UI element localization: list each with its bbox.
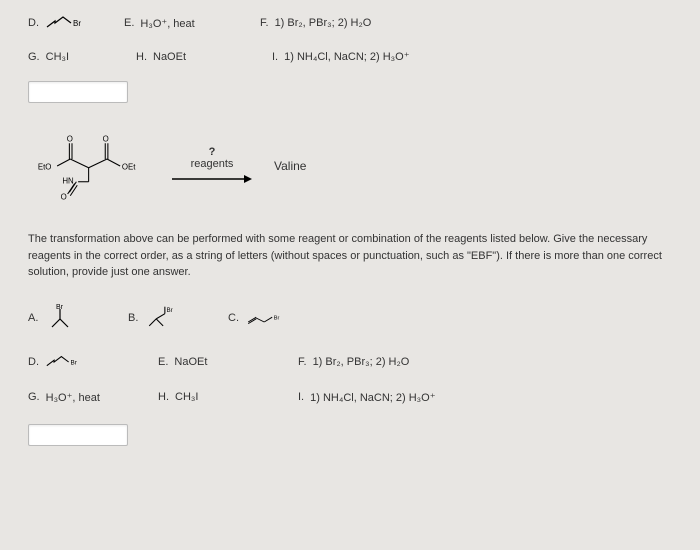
reactant-structure-icon: O EtO O OEt HN O [28, 131, 158, 201]
instructions-text: The transformation above can be performe… [28, 231, 672, 281]
arrow-icon [172, 172, 252, 186]
choice-i: I. 1) NH₄Cl, NaCN; 2) H₃O⁺ [298, 391, 436, 404]
answer-input[interactable] [28, 81, 128, 103]
choice-label: C. [228, 312, 239, 324]
choice-h: H. CH₃I [158, 391, 258, 403]
reaction-scheme: O EtO O OEt HN O ? reagents Valine [28, 131, 672, 201]
option-h-top: H. NaOEt [136, 51, 236, 63]
choice-text: 1) NH₄Cl, NaCN; 2) H₃O⁺ [310, 391, 435, 404]
choice-label: H. [158, 391, 169, 403]
choice-text: 1) Br₂, PBr₃; 2) H₂O [313, 356, 410, 368]
choice-row-def: D. Br E. NaOEt F. 1) Br₂, PBr₃; 2) H₂O [28, 347, 672, 377]
option-text: H₃O⁺, heat [140, 17, 194, 30]
reaction-arrow: ? reagents [172, 146, 252, 186]
choice-f: F. 1) Br₂, PBr₃; 2) H₂O [298, 356, 409, 368]
choice-text: NaOEt [174, 356, 207, 368]
svg-text:HN: HN [62, 177, 74, 186]
svg-text:O: O [103, 135, 109, 144]
option-f-top: F. 1) Br₂, PBr₃; 2) H₂O [260, 17, 371, 29]
svg-text:Br: Br [56, 304, 64, 311]
choice-text: H₃O⁺, heat [46, 391, 100, 404]
svg-text:OEt: OEt [122, 163, 136, 172]
svg-text:Br: Br [73, 19, 81, 28]
product-label: Valine [274, 159, 306, 173]
top-options-row-2: G. CH₃I H. NaOEt I. 1) NH₄Cl, NaCN; 2) H… [28, 50, 672, 63]
choice-label: I. [298, 391, 304, 403]
answer-input-bottom[interactable] [28, 424, 128, 446]
crotyl-br-icon: Br [245, 303, 285, 333]
choice-label: A. [28, 312, 38, 324]
option-text: NaOEt [153, 51, 186, 63]
option-e-top: E. H₃O⁺, heat [124, 17, 224, 30]
choice-a: A. Br [28, 303, 88, 333]
choice-label: B. [128, 312, 138, 324]
option-label: H. [136, 51, 147, 63]
choice-label: D. [28, 356, 39, 368]
top-options-row-1: D. Br E. H₃O⁺, heat F. 1) Br₂, PBr₃; 2) … [28, 8, 672, 38]
choice-g: G. H₃O⁺, heat [28, 391, 118, 404]
svg-text:O: O [61, 192, 67, 201]
choice-label: F. [298, 356, 307, 368]
svg-text:Br: Br [70, 359, 77, 366]
option-label: D. [28, 17, 39, 29]
choice-b: B. Br [128, 303, 188, 333]
option-text: CH₃I [46, 51, 69, 63]
isopropyl-br-icon: Br [44, 303, 84, 333]
option-d-top: D. Br [28, 8, 88, 38]
isobutyl-br-icon: Br [144, 303, 184, 333]
svg-text:Br: Br [167, 306, 173, 313]
arrow-bottom-label: reagents [172, 158, 252, 170]
choices-block: A. Br B. Br C. [28, 303, 672, 404]
choice-e: E. NaOEt [158, 356, 258, 368]
choice-row-abc: A. Br B. Br C. [28, 303, 672, 333]
option-label: F. [260, 17, 269, 29]
allyl-br-icon: Br [45, 347, 85, 377]
choice-text: CH₃I [175, 391, 198, 403]
arrow-top-label: ? [172, 146, 252, 158]
option-label: I. [272, 51, 278, 63]
choice-row-ghi: G. H₃O⁺, heat H. CH₃I I. 1) NH₄Cl, NaCN;… [28, 391, 672, 404]
allyl-br-icon: Br [45, 8, 85, 38]
option-label: G. [28, 51, 40, 63]
choice-label: G. [28, 391, 40, 403]
top-options-block: D. Br E. H₃O⁺, heat F. 1) Br₂, PBr₃; 2) … [28, 0, 672, 63]
svg-text:EtO: EtO [38, 163, 52, 172]
option-text: 1) Br₂, PBr₃; 2) H₂O [275, 17, 372, 29]
option-label: E. [124, 17, 134, 29]
choice-c: C. Br [228, 303, 288, 333]
choice-d: D. Br [28, 347, 118, 377]
option-g-top: G. CH₃I [28, 51, 100, 63]
choice-label: E. [158, 356, 168, 368]
svg-text:O: O [67, 135, 73, 144]
svg-text:Br: Br [274, 315, 280, 321]
option-i-top: I. 1) NH₄Cl, NaCN; 2) H₃O⁺ [272, 50, 410, 63]
option-text: 1) NH₄Cl, NaCN; 2) H₃O⁺ [284, 50, 409, 63]
